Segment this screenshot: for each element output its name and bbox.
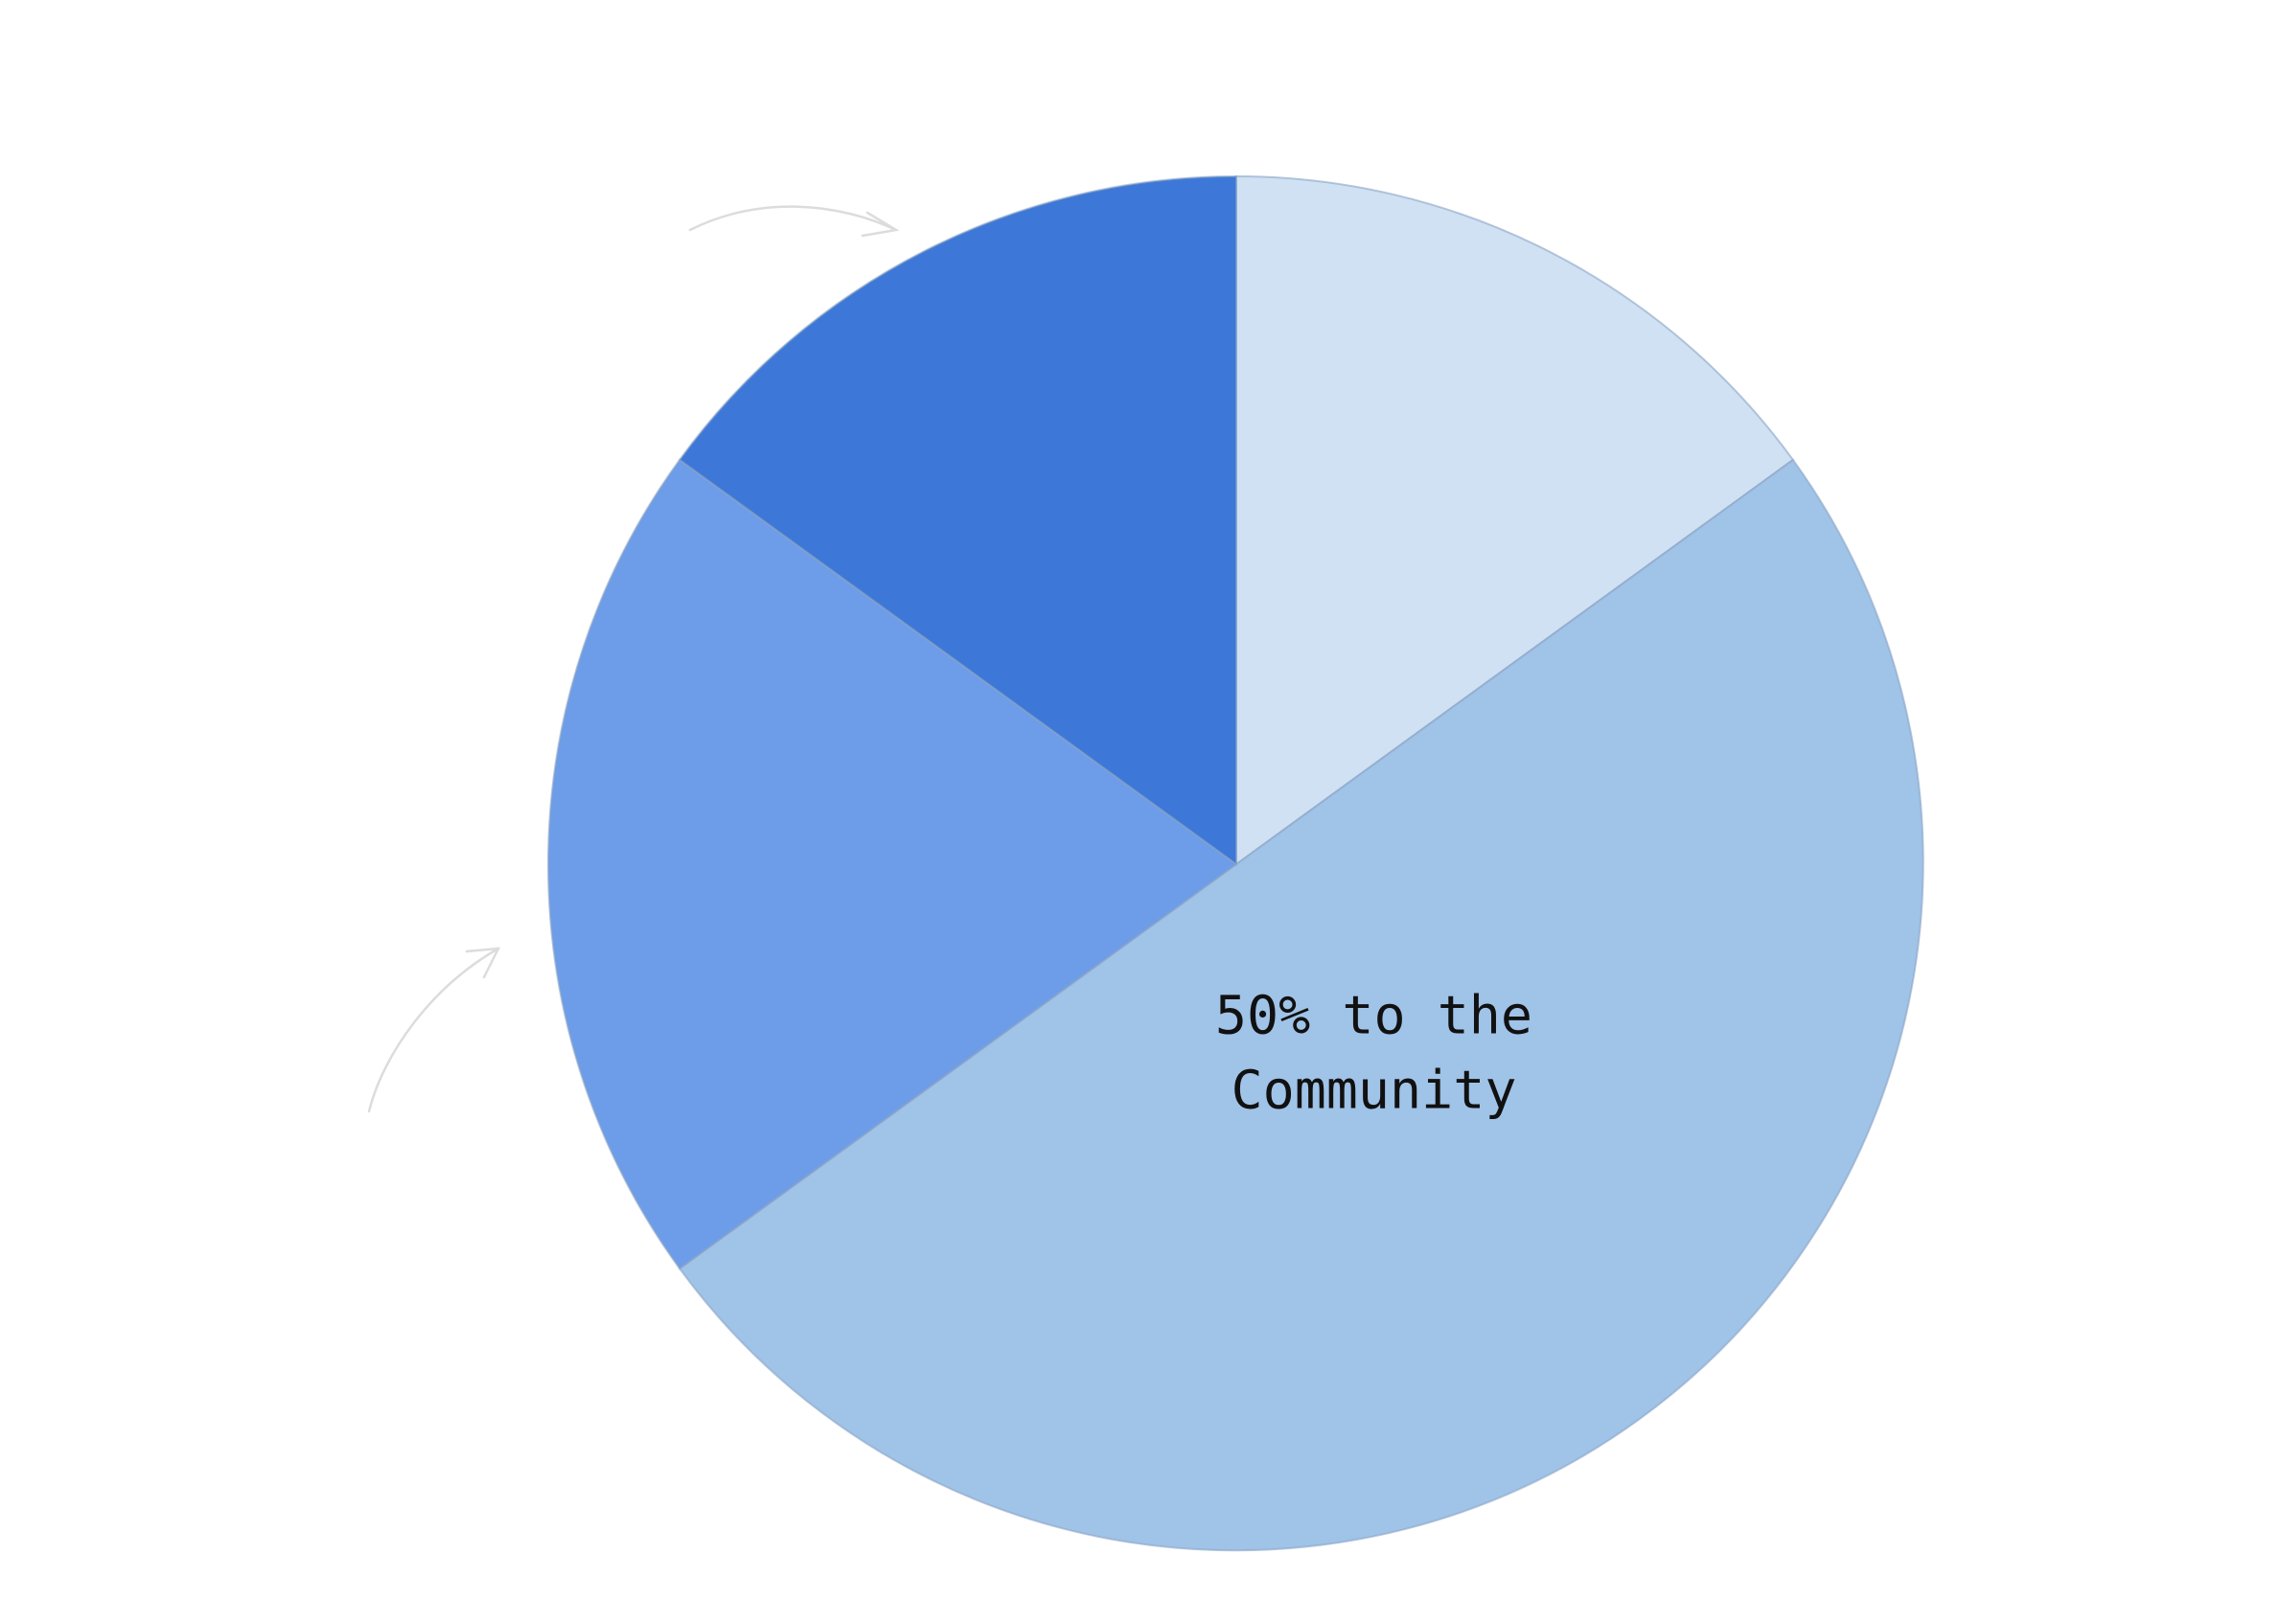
pie-slices bbox=[547, 174, 1924, 1552]
pie-slice-2 bbox=[678, 458, 1924, 1552]
arrow-top-icon bbox=[688, 205, 900, 238]
decorative-arrows bbox=[367, 205, 900, 1113]
pie-slice-4 bbox=[678, 174, 1237, 866]
arrow-left-icon bbox=[367, 947, 501, 1113]
pie-slice-3 bbox=[547, 458, 1238, 1270]
pie-slice-1 bbox=[1235, 174, 1795, 866]
pie-labels: 50% to the Community bbox=[1215, 985, 1532, 1121]
slice-label: 50% to the Community bbox=[1215, 985, 1532, 1121]
